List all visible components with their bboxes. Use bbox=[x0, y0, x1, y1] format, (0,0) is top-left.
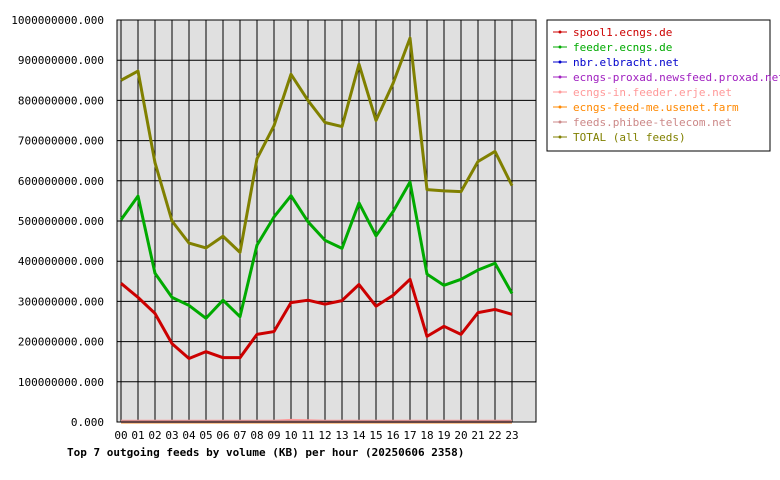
x-tick-label: 21 bbox=[471, 429, 484, 442]
y-tick-label: 700000000.000 bbox=[18, 135, 104, 148]
y-tick-label: 200000000.000 bbox=[18, 336, 104, 349]
x-tick-label: 14 bbox=[352, 429, 366, 442]
x-tick-label: 22 bbox=[488, 429, 501, 442]
x-tick-label: 07 bbox=[233, 429, 246, 442]
x-tick-label: 19 bbox=[437, 429, 450, 442]
legend-label: feeds.phibee-telecom.net bbox=[573, 116, 732, 129]
legend-label: spool1.ecngs.de bbox=[573, 26, 672, 39]
x-tick-label: 23 bbox=[505, 429, 518, 442]
legend-label: ecngs-feed-me.usenet.farm bbox=[573, 101, 739, 114]
x-tick-label: 11 bbox=[301, 429, 314, 442]
legend-label: ecngs-in.feeder.erje.net bbox=[573, 86, 732, 99]
chart-title: Top 7 outgoing feeds by volume (KB) per … bbox=[67, 446, 464, 459]
series-line-1 bbox=[119, 180, 514, 320]
x-tick-label: 16 bbox=[386, 429, 399, 442]
legend-marker bbox=[558, 45, 562, 49]
x-tick-label: 04 bbox=[182, 429, 196, 442]
x-tick-label: 13 bbox=[335, 429, 348, 442]
series-line-7 bbox=[120, 36, 514, 254]
y-tick-label: 900000000.000 bbox=[18, 54, 104, 67]
x-tick-label: 10 bbox=[284, 429, 297, 442]
x-tick-label: 05 bbox=[199, 429, 212, 442]
y-tick-label: 500000000.000 bbox=[18, 215, 104, 228]
x-tick-label: 01 bbox=[131, 429, 144, 442]
x-tick-label: 15 bbox=[369, 429, 382, 442]
legend: spool1.ecngs.de feeder.ecngs.de nbr.elbrac… bbox=[546, 19, 780, 152]
y-tick-label: 400000000.000 bbox=[18, 255, 104, 268]
series-line-0 bbox=[120, 277, 513, 360]
x-tick-label: 12 bbox=[318, 429, 331, 442]
legend-items: spool1.ecngs.de feeder.ecngs.de nbr.elbrac… bbox=[553, 26, 780, 144]
x-tick-label: 18 bbox=[420, 429, 433, 442]
x-axis-ticks: 00 01 02 03 04 05 06 07 08 09 10 11 12 13 14 15 16 17 18 19… bbox=[114, 429, 518, 442]
legend-marker bbox=[558, 90, 562, 94]
legend-box bbox=[546, 19, 771, 152]
legend-marker bbox=[558, 60, 562, 64]
legend-label: feeder.ecngs.de bbox=[573, 41, 672, 54]
x-tick-label: 20 bbox=[454, 429, 467, 442]
legend-marker bbox=[558, 135, 562, 139]
legend-marker bbox=[558, 105, 562, 109]
legend-label: ecngs-proxad.newsfeed.proxad.net bbox=[573, 71, 780, 84]
x-tick-label: 09 bbox=[267, 429, 280, 442]
x-tick-label: 03 bbox=[165, 429, 178, 442]
plot-border bbox=[116, 19, 537, 423]
legend-marker bbox=[558, 30, 562, 34]
x-tick-label: 17 bbox=[403, 429, 416, 442]
legend-marker bbox=[558, 75, 562, 79]
x-tick-label: 00 bbox=[114, 429, 127, 442]
y-axis-ticks: 0.000 100000000.000 200000000.000 300000000… bbox=[11, 14, 104, 429]
x-tick-label: 02 bbox=[148, 429, 161, 442]
legend-label: nbr.elbracht.net bbox=[573, 56, 679, 69]
y-tick-label: 300000000.000 bbox=[18, 295, 104, 308]
y-tick-label: 0.000 bbox=[71, 416, 104, 429]
x-tick-label: 08 bbox=[250, 429, 263, 442]
y-tick-label: 600000000.000 bbox=[18, 175, 104, 188]
y-tick-label: 1000000000.000 bbox=[11, 14, 104, 27]
legend-marker bbox=[558, 120, 562, 124]
y-tick-label: 800000000.000 bbox=[18, 94, 104, 107]
x-tick-label: 06 bbox=[216, 429, 229, 442]
y-tick-label: 100000000.000 bbox=[18, 376, 104, 389]
legend-label: TOTAL (all feeds) bbox=[573, 131, 686, 144]
